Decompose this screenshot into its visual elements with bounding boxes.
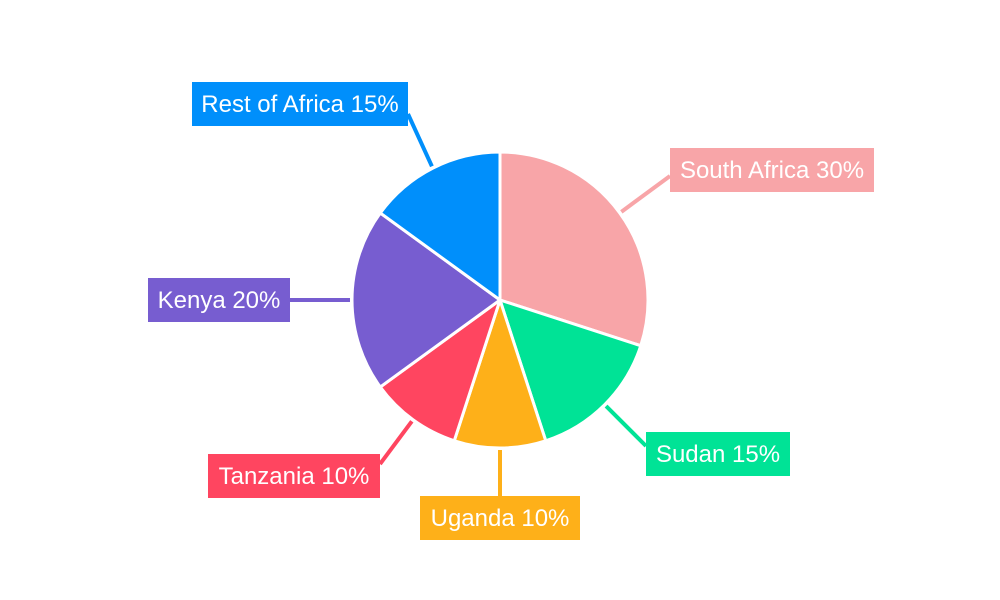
data-label-box xyxy=(646,432,790,476)
data-label-tanzania: Tanzania 10% xyxy=(208,454,380,498)
labels-layer: South Africa 30% Sudan 15% Uganda 10% Tanza… xyxy=(148,82,874,540)
leader-line-south-africa xyxy=(620,174,672,214)
slices-layer xyxy=(350,150,650,450)
data-label-box xyxy=(192,82,408,126)
data-label-kenya: Kenya 20% xyxy=(148,278,290,322)
pie-slice-south-africa[interactable] xyxy=(498,150,650,348)
data-label-text: Rest of Africa 15% xyxy=(201,91,398,118)
pie-slice-rest-of-africa[interactable] xyxy=(378,150,502,302)
data-label-box xyxy=(670,148,874,192)
pie-slice-tanzania[interactable] xyxy=(378,298,502,443)
leaders-layer xyxy=(290,113,672,496)
pie-slice-uganda[interactable] xyxy=(452,298,548,450)
data-label-uganda: Uganda 10% xyxy=(420,496,580,540)
data-label-box xyxy=(420,496,580,540)
data-label-text: Tanzania 10% xyxy=(219,463,370,490)
leader-line-tanzania xyxy=(378,420,414,466)
data-label-text: Uganda 10% xyxy=(431,505,570,532)
data-label-text: Kenya 20% xyxy=(158,287,281,314)
data-label-text: Sudan 15% xyxy=(656,441,780,468)
leader-line-rest-of-africa xyxy=(406,113,434,168)
data-label-sudan: Sudan 15% xyxy=(646,432,790,476)
leader-line-sudan xyxy=(604,404,648,448)
data-label-south-africa: South Africa 30% xyxy=(670,148,874,192)
data-label-text: South Africa 30% xyxy=(680,157,864,184)
data-label-box xyxy=(208,454,380,498)
pie-slice-kenya[interactable] xyxy=(350,211,502,389)
data-label-box xyxy=(148,278,290,322)
data-label-rest-of-africa: Rest of Africa 15% xyxy=(192,82,408,126)
